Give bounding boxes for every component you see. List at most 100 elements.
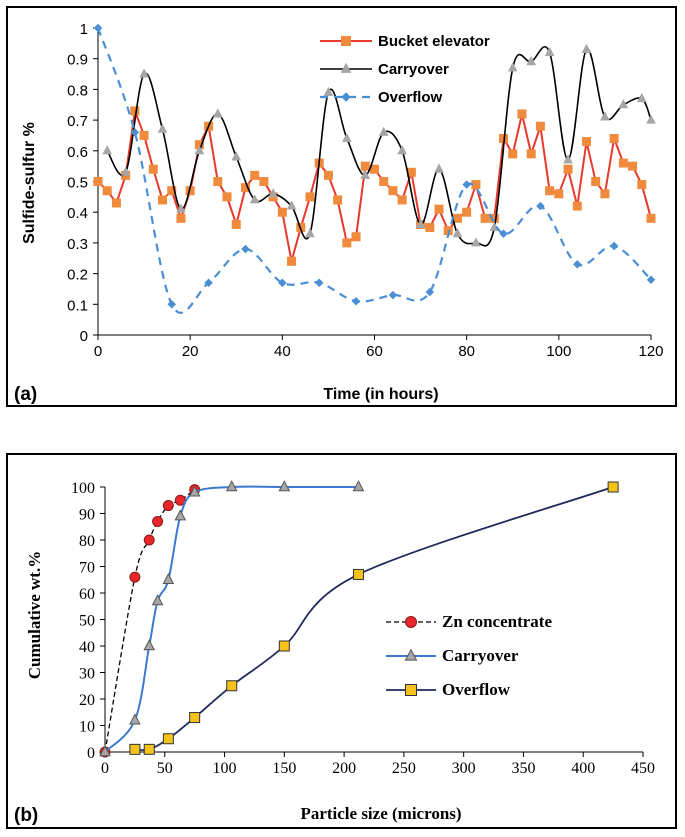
data-point-series-1 <box>162 572 175 584</box>
y-tick-label: 0.2 <box>67 267 88 284</box>
data-point-series-2 <box>425 287 435 297</box>
data-point-series-2 <box>241 244 250 254</box>
data-point-series-1 <box>600 111 610 121</box>
data-point-series-0 <box>240 183 250 193</box>
data-point-series-2 <box>499 229 508 239</box>
chart-a-svg: 0 20 40 60 80 100 120 0 0.1 0.2 0.3 0.4 0.5 0.6 0.7 0.8… <box>14 21 664 405</box>
y-tick-label: 0.1 <box>67 297 88 314</box>
data-point-series-2 <box>646 275 656 285</box>
data-point-series-1 <box>157 123 168 133</box>
data-point-series-0 <box>231 219 241 229</box>
legend-marker <box>341 36 351 46</box>
y-tick-label: 0.4 <box>67 205 88 222</box>
data-point-series-0 <box>93 177 103 186</box>
x-tick-label: 100 <box>546 343 571 360</box>
data-point-series-2 <box>277 278 287 288</box>
data-point-series-0 <box>425 223 435 233</box>
data-point-series-0 <box>646 213 656 223</box>
data-point-series-0 <box>628 161 638 171</box>
data-point-series-2 <box>462 180 472 189</box>
x-tick-label: 50 <box>157 760 173 777</box>
data-point-series-0 <box>342 238 352 248</box>
y-tick-label: 10 <box>79 719 95 736</box>
data-point-series-1 <box>507 62 518 72</box>
data-point-series-0 <box>379 177 389 186</box>
data-point-series-1 <box>618 99 629 109</box>
legend-marker <box>405 684 417 696</box>
x-tick-label: 300 <box>452 760 476 777</box>
data-point-series-2 <box>609 241 619 251</box>
legend-label: Bucket elevator <box>378 33 490 50</box>
panel-label-a: (a) <box>14 384 37 405</box>
data-point-series-1 <box>278 480 291 492</box>
data-point-series-0 <box>480 213 490 223</box>
data-point-series-2 <box>93 23 103 33</box>
data-point-series-1 <box>268 188 278 198</box>
data-point-series-2 <box>352 568 364 580</box>
data-point-series-0 <box>287 256 297 266</box>
y-tick-label: 1 <box>80 21 88 38</box>
data-point-series-0 <box>388 186 398 196</box>
y-tick-label: 40 <box>79 639 95 656</box>
data-point-series-0 <box>545 186 555 196</box>
data-point-series-0 <box>305 192 315 202</box>
data-point-series-1 <box>563 154 573 164</box>
data-point-series-0 <box>176 213 186 223</box>
x-axis-title-a: Time (in hours) <box>323 386 438 403</box>
data-point-series-0 <box>397 195 407 205</box>
y-tick-label: 0.6 <box>67 144 88 161</box>
x-tick-label: 120 <box>638 343 663 360</box>
data-point-series-2 <box>189 712 201 724</box>
data-point-series-1 <box>342 132 352 143</box>
data-point-series-1 <box>225 480 238 492</box>
data-point-series-2 <box>536 201 545 211</box>
data-point-series-1 <box>581 43 592 53</box>
data-point-series-1 <box>378 126 389 136</box>
legend-label: Carryover <box>378 61 449 78</box>
data-point-series-0 <box>581 137 591 147</box>
y-tick-label: 60 <box>79 586 95 603</box>
data-point-series-1 <box>102 145 113 155</box>
data-point-series-1 <box>99 745 111 757</box>
data-point-series-0 <box>148 164 158 174</box>
data-point-series-0 <box>609 134 619 144</box>
x-axis-title-b: Particle size (microns) <box>300 804 461 823</box>
y-tick-label: 0.5 <box>67 175 88 192</box>
data-point-series-1 <box>415 218 426 228</box>
x-tick-label: 80 <box>458 343 475 360</box>
chart-b-svg: 0 50 100 150 200 250 300 350 400 450 0 10 20 30 40 50 60… <box>14 480 655 826</box>
data-point-series-0 <box>130 106 140 116</box>
data-point-series-2 <box>130 128 140 137</box>
data-point-series-1 <box>352 480 365 492</box>
data-point-series-1 <box>129 713 141 725</box>
y-tick-label: 0.9 <box>67 52 88 69</box>
data-point-series-2 <box>226 680 238 692</box>
data-point-series-0 <box>333 195 343 205</box>
legend-label: Overflow <box>378 89 443 106</box>
data-point-series-0 <box>152 515 164 527</box>
x-tick-label: 100 <box>213 760 237 777</box>
data-point-series-0 <box>572 201 582 211</box>
y-tick-label: 0.7 <box>67 113 88 130</box>
data-point-series-1 <box>194 145 205 155</box>
y-tick-label: 70 <box>79 560 95 577</box>
y-tick-label: 30 <box>79 666 95 683</box>
data-point-series-0 <box>554 189 564 199</box>
chart-panel-a: 0 20 40 60 80 100 120 0 0.1 0.2 0.3 0.4 0.5 0.6 0.7 0.8… <box>6 6 677 407</box>
series-line-0 <box>104 489 196 753</box>
data-point-series-0 <box>250 170 260 180</box>
x-tick-label: 350 <box>511 760 535 777</box>
data-point-series-1 <box>323 86 334 96</box>
chart-panel-b: 0 50 100 150 200 250 300 350 400 450 0 10 20 30 40 50 60… <box>6 453 677 829</box>
x-tick-label: 450 <box>631 760 655 777</box>
data-point-series-1 <box>360 169 371 179</box>
data-point-series-1 <box>212 108 223 118</box>
y-tick-label: 50 <box>79 613 95 630</box>
data-point-series-1 <box>471 237 481 247</box>
legend-label: Carryover <box>442 646 519 665</box>
data-point-series-2 <box>204 278 213 288</box>
data-point-series-1 <box>286 200 297 210</box>
data-point-series-0 <box>637 180 647 190</box>
data-point-series-0 <box>452 213 462 223</box>
x-tick-label: 20 <box>182 343 199 360</box>
